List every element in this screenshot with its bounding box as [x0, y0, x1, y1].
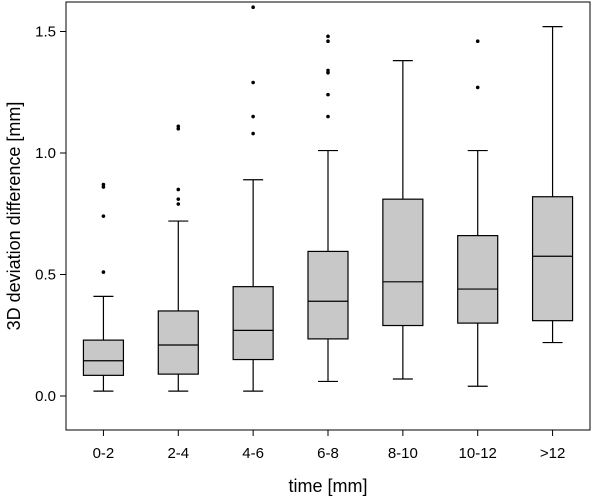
outlier-point	[251, 80, 255, 85]
box-iqr	[531, 196, 574, 322]
outlier-point	[326, 114, 330, 119]
outlier-point	[326, 92, 330, 97]
outlier-point	[101, 214, 106, 218]
y-axis-ticks: 0.0 0.5 1.0 1.5	[35, 24, 66, 405]
y-tick-label: 0.0	[35, 388, 56, 405]
outlier-point	[176, 197, 181, 201]
x-axis-title: time [mm]	[289, 476, 368, 496]
box-iqr	[382, 198, 424, 327]
box-group	[531, 26, 574, 344]
outlier-point	[251, 114, 255, 119]
box-group	[307, 34, 349, 383]
outlier-point	[176, 124, 181, 129]
outlier-point	[475, 39, 480, 44]
box-iqr	[82, 339, 125, 376]
box-group	[82, 182, 125, 392]
outlier-point	[251, 5, 255, 9]
x-tick-label: >12	[540, 445, 565, 462]
x-tick-label: 8-10	[388, 445, 418, 462]
outlier-point	[326, 68, 330, 73]
outlier-point	[101, 182, 106, 187]
box-iqr	[157, 310, 199, 375]
box-iqr	[307, 250, 349, 340]
outlier-point	[326, 34, 330, 39]
outlier-point	[475, 85, 480, 90]
x-tick-label: 10-12	[459, 445, 497, 462]
x-tick-label: 6-8	[317, 445, 339, 462]
outlier-point	[101, 270, 106, 274]
box-group	[232, 5, 274, 392]
outlier-point	[326, 39, 330, 44]
y-tick-label: 0.5	[35, 267, 56, 284]
x-tick-label: 2-4	[167, 445, 189, 462]
box-group	[157, 124, 199, 392]
y-tick-label: 1.0	[35, 145, 56, 162]
x-axis-ticks: 0-2 2-4 4-6 6-8 8-10 10-12 >12	[93, 430, 565, 462]
box-group	[457, 39, 499, 387]
plot-frame	[65, 1, 591, 431]
y-axis-title: 3D deviation difference [mm]	[4, 102, 24, 331]
box-group	[382, 60, 424, 380]
y-tick-label: 1.5	[35, 24, 56, 41]
outlier-point	[176, 187, 181, 192]
box-series	[82, 5, 574, 392]
outlier-point	[176, 202, 181, 206]
box-iqr	[457, 235, 499, 324]
x-tick-label: 0-2	[93, 445, 115, 462]
outlier-point	[251, 131, 255, 136]
x-tick-label: 4-6	[242, 445, 264, 462]
box-iqr	[232, 286, 274, 361]
